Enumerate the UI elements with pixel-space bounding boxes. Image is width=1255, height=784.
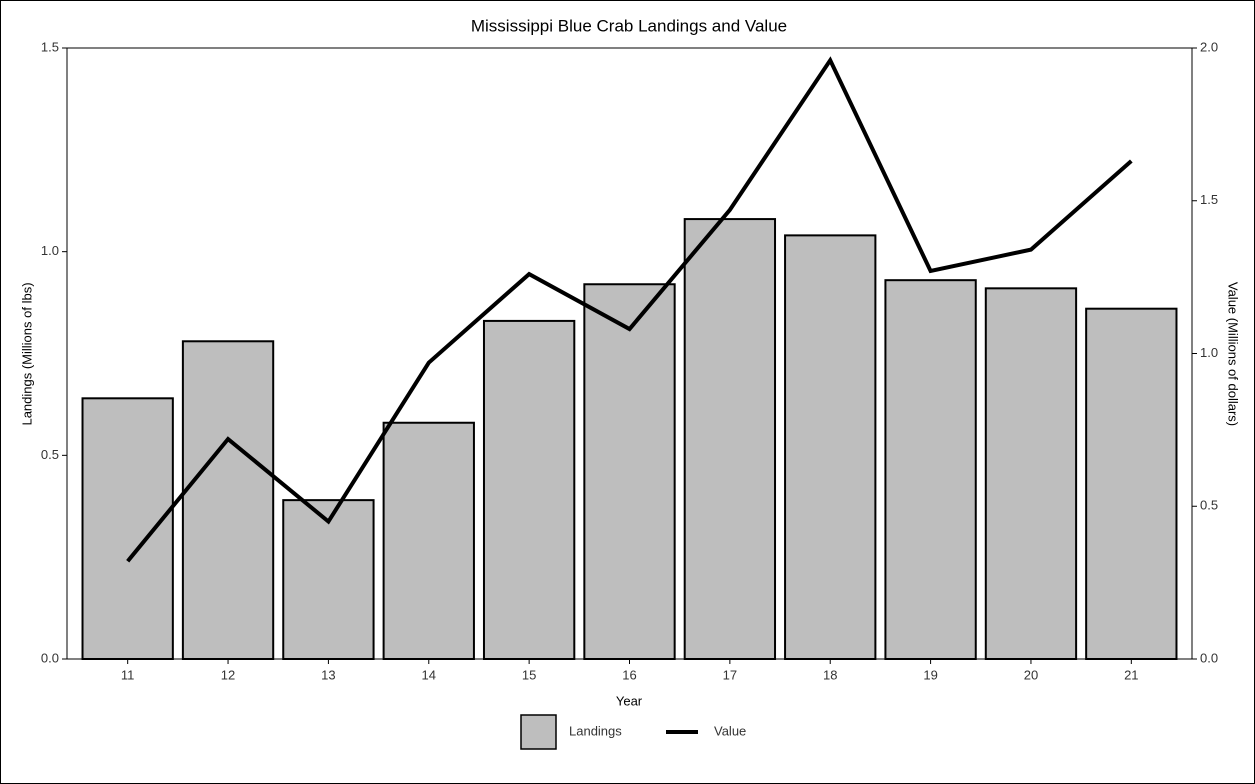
x-tick-label: 14 [422, 667, 436, 682]
y-axis-label: Landings (Millions of lbs) [19, 282, 34, 425]
y2-tick-label: 0.0 [1200, 650, 1218, 665]
x-tick-label: 17 [723, 667, 737, 682]
bar [81, 397, 174, 660]
y2-tick-label: 2.0 [1200, 39, 1218, 54]
bar [181, 340, 275, 660]
y2-tick-label: 0.5 [1200, 498, 1218, 513]
bar [1085, 307, 1178, 660]
bar [482, 319, 576, 660]
legend-label: Landings [569, 723, 622, 738]
y-tick-label: 1.5 [41, 39, 59, 54]
x-tick-label: 21 [1124, 667, 1138, 682]
x-tick-label: 12 [221, 667, 235, 682]
y-tick-label: 1.0 [41, 243, 59, 258]
y2-tick-label: 1.0 [1200, 345, 1218, 360]
bar [583, 283, 676, 660]
x-tick-label: 15 [522, 667, 536, 682]
x-tick-label: 20 [1024, 667, 1038, 682]
bar [683, 218, 777, 661]
x-tick-label: 19 [923, 667, 937, 682]
x-axis-label: Year [616, 693, 643, 708]
x-tick-label: 11 [121, 667, 135, 682]
y-tick-label: 0.0 [41, 650, 59, 665]
bar [984, 287, 1078, 660]
bar [884, 279, 977, 660]
bar [382, 421, 475, 660]
chart-title: Mississippi Blue Crab Landings and Value [471, 16, 787, 35]
y2-tick-label: 1.5 [1200, 192, 1218, 207]
bar [282, 499, 375, 661]
x-tick-label: 16 [622, 667, 636, 682]
value-line [126, 56, 1133, 563]
legend-swatch [520, 714, 557, 750]
legend-label: Value [714, 723, 746, 738]
bar [784, 234, 877, 661]
x-tick-label: 18 [823, 667, 837, 682]
y2-axis-label: Value (Millions of dollars) [1226, 282, 1241, 426]
x-tick-label: 13 [321, 667, 335, 682]
y-tick-label: 0.5 [41, 447, 59, 462]
